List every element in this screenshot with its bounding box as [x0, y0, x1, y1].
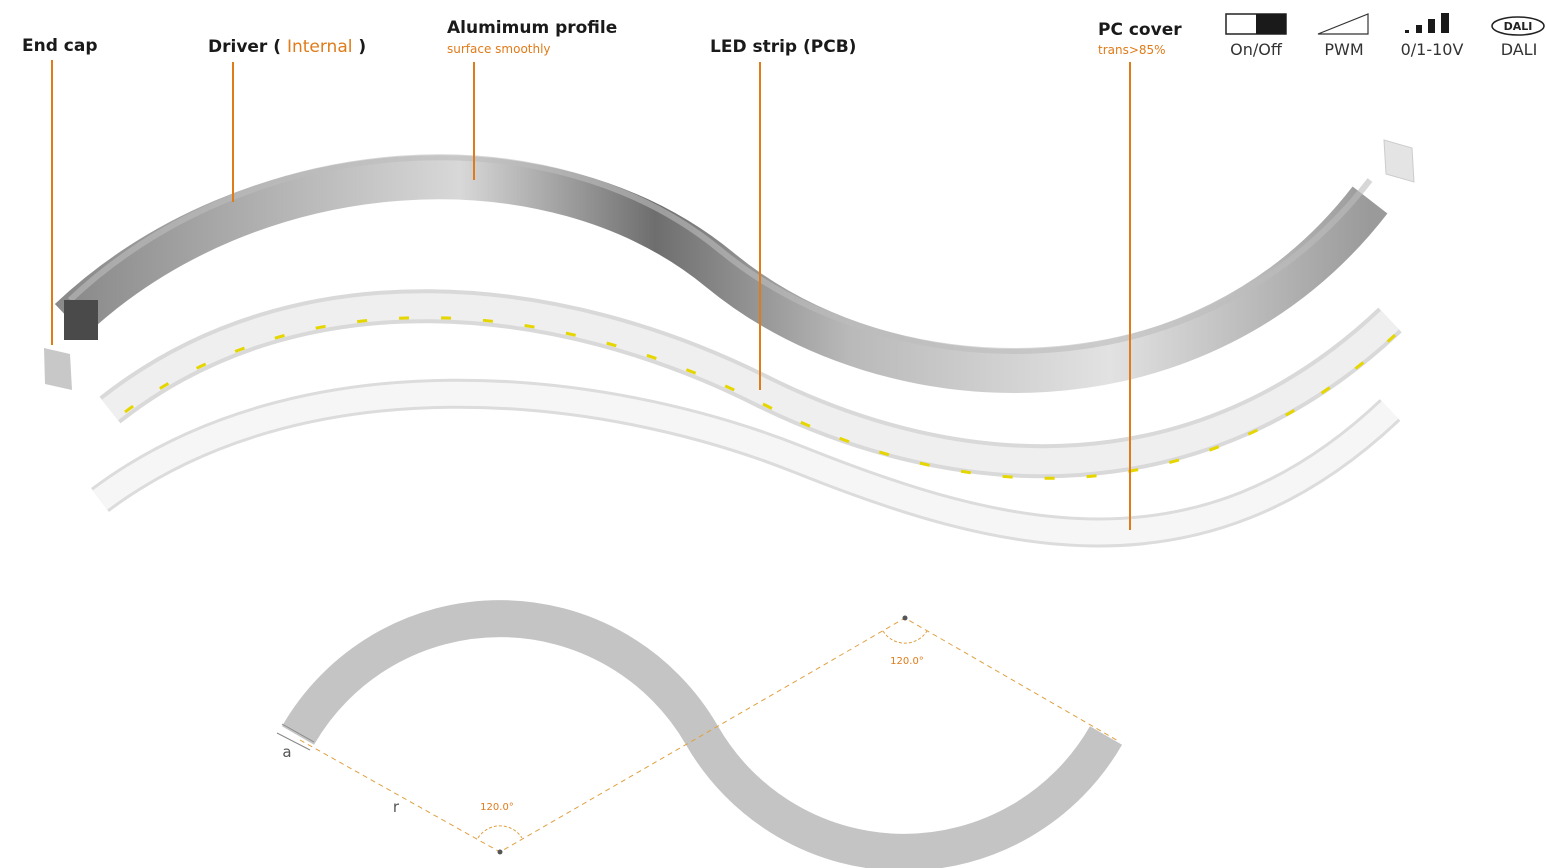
- dimension-line: [299, 617, 1121, 853]
- pc-cover: [91, 378, 1401, 548]
- dimming-label: 0/1-10V: [1401, 40, 1464, 59]
- dimming-icons: DALI: [1225, 13, 1545, 36]
- label-note: surface smoothly: [447, 42, 551, 56]
- angle-arc: [477, 825, 523, 839]
- label-note: trans>85%: [1098, 43, 1166, 57]
- label-highlight: Internal: [287, 37, 353, 57]
- dimming-label: DALI: [1501, 40, 1538, 59]
- label: Alumimum profile: [447, 18, 617, 38]
- label: End cap: [22, 36, 98, 56]
- dimming-label: PWM: [1324, 40, 1363, 59]
- width-mark: [281, 723, 315, 743]
- dimension-label: r: [393, 798, 400, 816]
- angle-label: 120.0°: [890, 656, 924, 667]
- label: PC cover: [1098, 20, 1182, 40]
- aluminium-profile: [54, 154, 1388, 393]
- dali-icon-text: DALI: [1504, 20, 1533, 33]
- angle-label: 120.0°: [480, 802, 514, 813]
- label: Driver ( Internal ): [208, 37, 366, 57]
- end-cap: [44, 348, 72, 390]
- label: LED strip (PCB): [710, 37, 856, 57]
- angle-arc: [882, 630, 928, 644]
- dimming-label: On/Off: [1230, 40, 1283, 59]
- center-point: [497, 849, 503, 855]
- dimension-label: a: [282, 743, 291, 761]
- label: Driver (: [208, 37, 281, 57]
- end-cap: [1383, 139, 1415, 183]
- width-mark: [276, 732, 311, 751]
- center-point: [902, 615, 908, 621]
- label: ): [358, 37, 366, 57]
